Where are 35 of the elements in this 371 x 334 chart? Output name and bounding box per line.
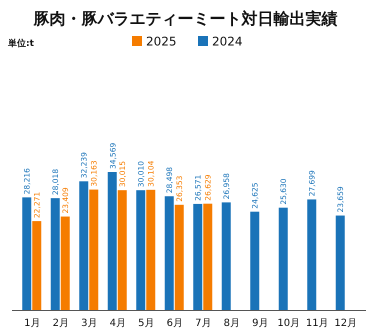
bar [32,221,42,310]
x-tick-label: 9月 [252,318,268,329]
bar [336,216,345,310]
bar [22,197,32,310]
x-tick-label: 6月 [166,318,183,329]
x-tick-label: 3月 [81,318,98,329]
bar [307,199,316,310]
x-tick-label: 7月 [195,318,212,329]
bar [164,196,174,310]
bar [174,204,184,310]
bar [146,190,156,310]
x-tick-label: 11月 [306,318,329,329]
x-tick-label: 5月 [138,318,154,329]
bar [250,212,260,310]
x-tick-label: 2月 [52,318,69,329]
bar [193,204,202,310]
x-tick-label: 12月 [334,318,358,329]
legend-label: 2024 [212,34,243,48]
bar [203,204,212,310]
text: 単位:t [7,38,35,49]
chart-title: 豚肉・豚バラエティーミート対日輸出実績 [32,9,338,28]
bar [89,190,98,310]
bar [79,181,88,310]
x-tick-label: 10月 [277,318,300,329]
bar [278,208,288,310]
x-tick-label: 1月 [24,318,40,329]
bar [118,190,127,310]
bar [222,202,231,310]
bar [60,216,70,310]
bar [136,190,146,310]
x-tick-label: 8月 [224,318,240,329]
bar [108,172,117,310]
x-tick-label: 4月 [110,318,126,329]
bar [50,198,60,310]
legend-label: 2025 [146,34,177,48]
